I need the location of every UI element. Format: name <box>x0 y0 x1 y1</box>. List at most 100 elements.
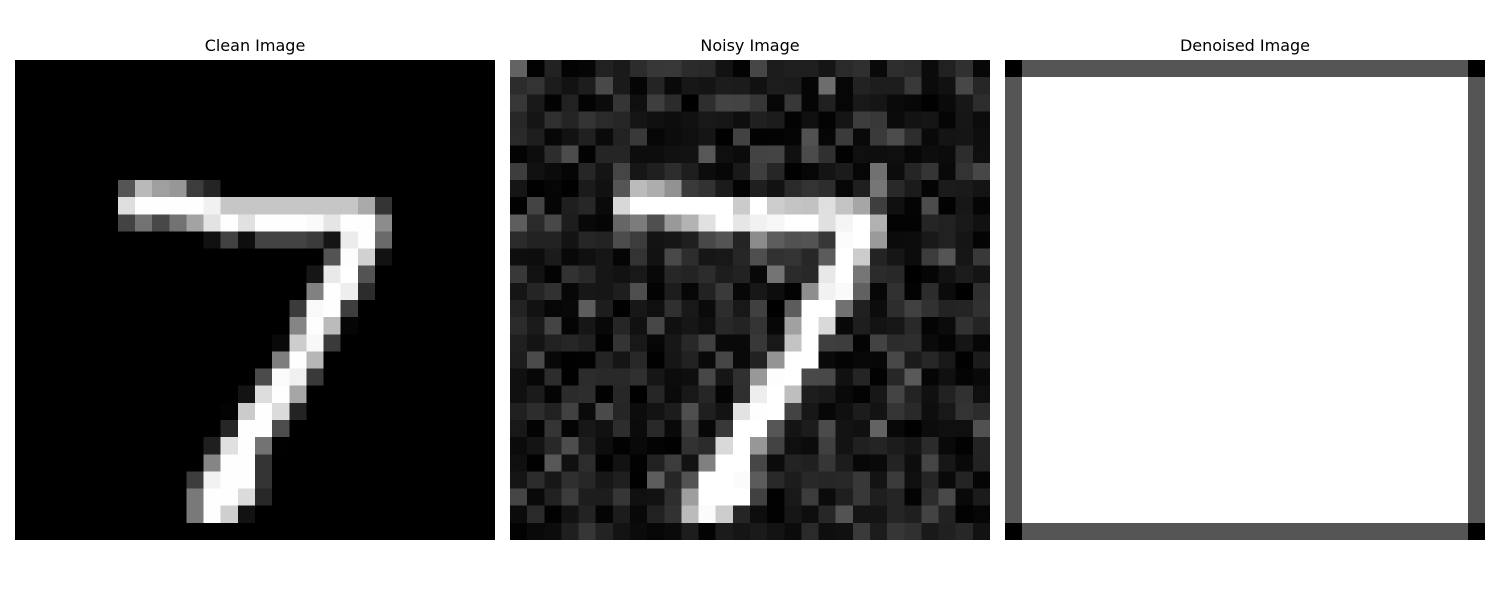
noisy-image-pixel <box>510 180 528 198</box>
noisy-image-pixel <box>955 162 974 181</box>
clean-image-pixel <box>255 488 273 507</box>
denoised-image-pixel <box>1279 60 1297 78</box>
denoised-image-pixel <box>1193 385 1212 404</box>
noisy-image-pixel <box>835 471 854 489</box>
noisy-image-pixel <box>921 265 939 284</box>
noisy-image-pixel <box>784 300 802 318</box>
denoised-image-pixel <box>1262 282 1280 301</box>
clean-image-pixel <box>66 454 84 472</box>
clean-image-pixel <box>409 111 427 129</box>
noisy-image-pixel <box>904 94 922 112</box>
denoised-image-pixel <box>1399 231 1417 249</box>
denoised-image-pixel <box>1176 77 1194 95</box>
denoised-image-pixel <box>1227 77 1246 95</box>
clean-image-pixel <box>409 505 427 524</box>
denoised-image-pixel <box>1433 334 1452 352</box>
denoised-image-pixel <box>1056 231 1074 249</box>
denoised-image-pixel <box>1382 231 1400 249</box>
clean-image-pixel <box>272 437 290 455</box>
denoised-image-pixel <box>1107 145 1126 164</box>
denoised-image-pixel <box>1193 214 1212 232</box>
noisy-image-pixel <box>870 471 888 489</box>
clean-image-pixel <box>375 420 393 438</box>
noisy-image-pixel <box>732 60 751 78</box>
clean-image-pixel <box>100 420 119 438</box>
clean-image-pixel <box>357 385 376 404</box>
noisy-image-pixel <box>527 368 545 387</box>
clean-image-pixel <box>186 145 204 164</box>
denoised-image-pixel <box>1039 77 1057 95</box>
clean-image-pixel <box>340 488 359 507</box>
clean-image-pixel <box>15 145 33 164</box>
clean-image-pixel <box>460 454 479 472</box>
clean-image-pixel <box>255 197 273 215</box>
noisy-image-pixel <box>921 197 939 215</box>
clean-image-pixel <box>477 265 495 284</box>
denoised-image-pixel <box>1416 368 1434 387</box>
noisy-image-pixel <box>904 162 922 181</box>
denoised-image-pixel <box>1365 471 1383 489</box>
denoised-image-pixel <box>1399 488 1417 507</box>
clean-image-pixel <box>272 214 290 232</box>
noisy-image-pixel <box>887 385 905 404</box>
denoised-image-pixel <box>1347 437 1366 455</box>
denoised-image-pixel <box>1416 265 1434 284</box>
noisy-image-pixel <box>698 282 717 301</box>
denoised-image-pixel <box>1347 300 1366 318</box>
denoised-image-pixel <box>1022 214 1040 232</box>
clean-image-pixel <box>357 214 376 232</box>
denoised-image-pixel <box>1467 351 1485 369</box>
clean-image-pixel <box>186 77 204 95</box>
noisy-image-pixel <box>938 471 957 489</box>
denoised-image-pixel <box>1193 351 1212 369</box>
noisy-image-pixel <box>852 488 871 507</box>
denoised-image-pixel <box>1159 145 1177 164</box>
noisy-image-pixel <box>835 128 854 147</box>
noisy-image-pixel <box>630 265 648 284</box>
noisy-image-pixel <box>972 454 990 472</box>
clean-image-pixel <box>477 437 495 455</box>
clean-image-pixel <box>220 77 239 95</box>
clean-image-pixel <box>477 180 495 198</box>
denoised-image-pixel <box>1073 471 1092 489</box>
denoised-image-pixel <box>1382 77 1400 95</box>
noisy-image-pixel <box>647 197 665 215</box>
noisy-image-pixel <box>767 214 785 232</box>
noisy-image-pixel <box>767 300 785 318</box>
denoised-image-pixel <box>1176 402 1194 421</box>
noisy-image-pixel <box>681 402 699 421</box>
clean-image-pixel <box>15 454 33 472</box>
clean-image-pixel <box>117 402 136 421</box>
noisy-image-pixel <box>612 385 631 404</box>
noisy-image-pixel <box>972 162 990 181</box>
clean-image-pixel <box>357 300 376 318</box>
noisy-image-pixel <box>578 128 597 147</box>
clean-image-pixel <box>152 128 170 147</box>
clean-image-pixel <box>169 60 187 78</box>
clean-image-pixel <box>152 60 170 78</box>
denoised-image-pixel <box>1433 94 1452 112</box>
denoised-image-pixel <box>1022 317 1040 335</box>
noisy-image-pixel <box>904 214 922 232</box>
denoised-image-pixel <box>1159 248 1177 267</box>
noisy-image-pixel <box>732 334 751 352</box>
noisy-image-pixel <box>852 282 871 301</box>
denoised-image-pixel <box>1279 471 1297 489</box>
denoised-image-pixel <box>1245 162 1263 181</box>
clean-image-pixel <box>340 197 359 215</box>
clean-image-pixel <box>306 111 324 129</box>
noisy-image-pixel <box>870 420 888 438</box>
denoised-image-pixel <box>1159 265 1177 284</box>
noisy-image-pixel <box>732 180 751 198</box>
noisy-image-pixel <box>904 317 922 335</box>
denoised-image-pixel <box>1227 420 1246 438</box>
denoised-image-pixel <box>1467 94 1485 112</box>
noisy-image-pixel <box>887 60 905 78</box>
noisy-image-pixel <box>972 505 990 524</box>
noisy-image-pixel <box>767 162 785 181</box>
noisy-image-pixel <box>835 368 854 387</box>
denoised-image-pixel <box>1142 334 1160 352</box>
clean-image-pixel <box>340 454 359 472</box>
clean-image-pixel <box>66 471 84 489</box>
noisy-image-pixel <box>784 437 802 455</box>
